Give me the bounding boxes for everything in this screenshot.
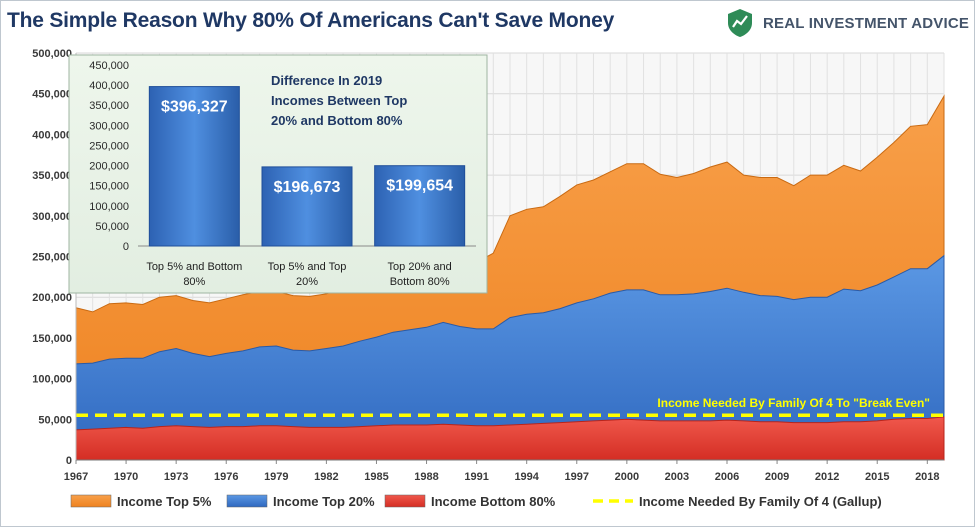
inset-category-label: 20% [296,276,318,288]
legend-swatch [70,494,112,508]
x-tick-label: 1985 [364,471,388,483]
inset-title: Difference In 2019 [271,73,382,88]
y-tick-label: 50,000 [38,414,72,426]
x-tick-label: 2015 [865,471,889,483]
inset-bar [261,166,353,247]
x-tick-label: 2006 [715,471,739,483]
inset-y-tick-label: 200,000 [89,161,129,173]
inset-bar [148,86,240,247]
inset-y-tick-label: 150,000 [89,181,129,193]
x-tick-label: 1994 [514,471,539,483]
shield-logo-icon [728,9,752,37]
legend-swatch [384,494,426,508]
legend-item-income-top-5: Income Top 5% [117,494,212,509]
area-income-top-20 [75,254,945,461]
inset-category-label: 80% [183,276,205,288]
inset-bar [374,165,466,247]
x-tick-label: 1997 [565,471,589,483]
x-tick-label: 2009 [765,471,789,483]
inset-y-tick-label: 300,000 [89,120,129,132]
axes: 0 50,000 100,000 150,000 200,000 250,000 300,0… [32,48,944,483]
inset-bar-value-label: $199,654 [386,178,453,195]
legend: Income Top 5% Income Top 20% Income Bottom… [70,494,882,509]
inset-y-tick-label: 50,000 [95,221,129,233]
inset-y-tick-label: 100,000 [89,201,129,213]
x-tick-label: 1973 [164,471,188,483]
y-tick-label: 400,000 [32,129,72,141]
inset-bar-value-label: $396,327 [161,99,228,116]
x-tick-label: 2000 [615,471,639,483]
y-tick-label: 500,000 [32,48,72,60]
inset-y-tick-label: 350,000 [89,100,129,112]
inset-category-label: Top 5% and Bottom [146,261,242,273]
x-tick-label: 1991 [464,471,488,483]
legend-item-income-bottom-80: Income Bottom 80% [431,494,556,509]
inset-title: 20% and Bottom 80% [271,113,403,128]
inset-title: Incomes Between Top [271,93,407,108]
area-income-bottom-80 [75,416,945,461]
inset-category-label: Top 20% and [388,261,452,273]
legend-item-income-top-20: Income Top 20% [273,494,375,509]
x-tick-label: 1982 [314,471,338,483]
y-tick-label: 100,000 [32,374,72,386]
inset-y-tick-label: 250,000 [89,140,129,152]
inset-category-label: Top 5% and Top [268,261,347,273]
inset-y-tick-label: 0 [123,241,129,253]
chart-title: The Simple Reason Why 80% Of Americans C… [7,9,615,32]
x-tick-label: 2012 [815,471,839,483]
y-tick-label: 150,000 [32,333,72,345]
y-tick-label: 450,000 [32,89,72,101]
inset-bar-chart: 0 50,000 100,000 150,000 200,000 250,000 300,0… [68,54,488,294]
y-tick-label: 0 [66,455,72,467]
x-tick-label: 1967 [64,471,88,483]
x-tick-label: 2003 [665,471,689,483]
x-tick-label: 1976 [214,471,238,483]
inset-bar-value-label: $196,673 [274,179,341,196]
y-tick-label: 250,000 [32,252,72,264]
y-tick-label: 300,000 [32,211,72,223]
x-tick-label: 2018 [915,471,939,483]
legend-item-break-even: Income Needed By Family Of 4 (Gallup) [639,494,882,509]
y-tick-label: 350,000 [32,170,72,182]
inset-category-label: Bottom 80% [390,276,450,288]
legend-swatch [226,494,268,508]
area-series: Income Needed By Family Of 4 To "Break E… [75,94,945,461]
x-tick-label: 1979 [264,471,288,483]
brand-logo: REAL INVESTMENT ADVICE [727,7,969,39]
inset-y-tick-label: 450,000 [89,60,129,72]
y-tick-label: 200,000 [32,292,72,304]
x-tick-label: 1988 [414,471,438,483]
x-tick-label: 1970 [114,471,138,483]
inset-y-tick-label: 400,000 [89,80,129,92]
break-even-annotation: Income Needed By Family Of 4 To "Break E… [657,396,930,410]
brand-name: REAL INVESTMENT ADVICE [763,14,970,32]
